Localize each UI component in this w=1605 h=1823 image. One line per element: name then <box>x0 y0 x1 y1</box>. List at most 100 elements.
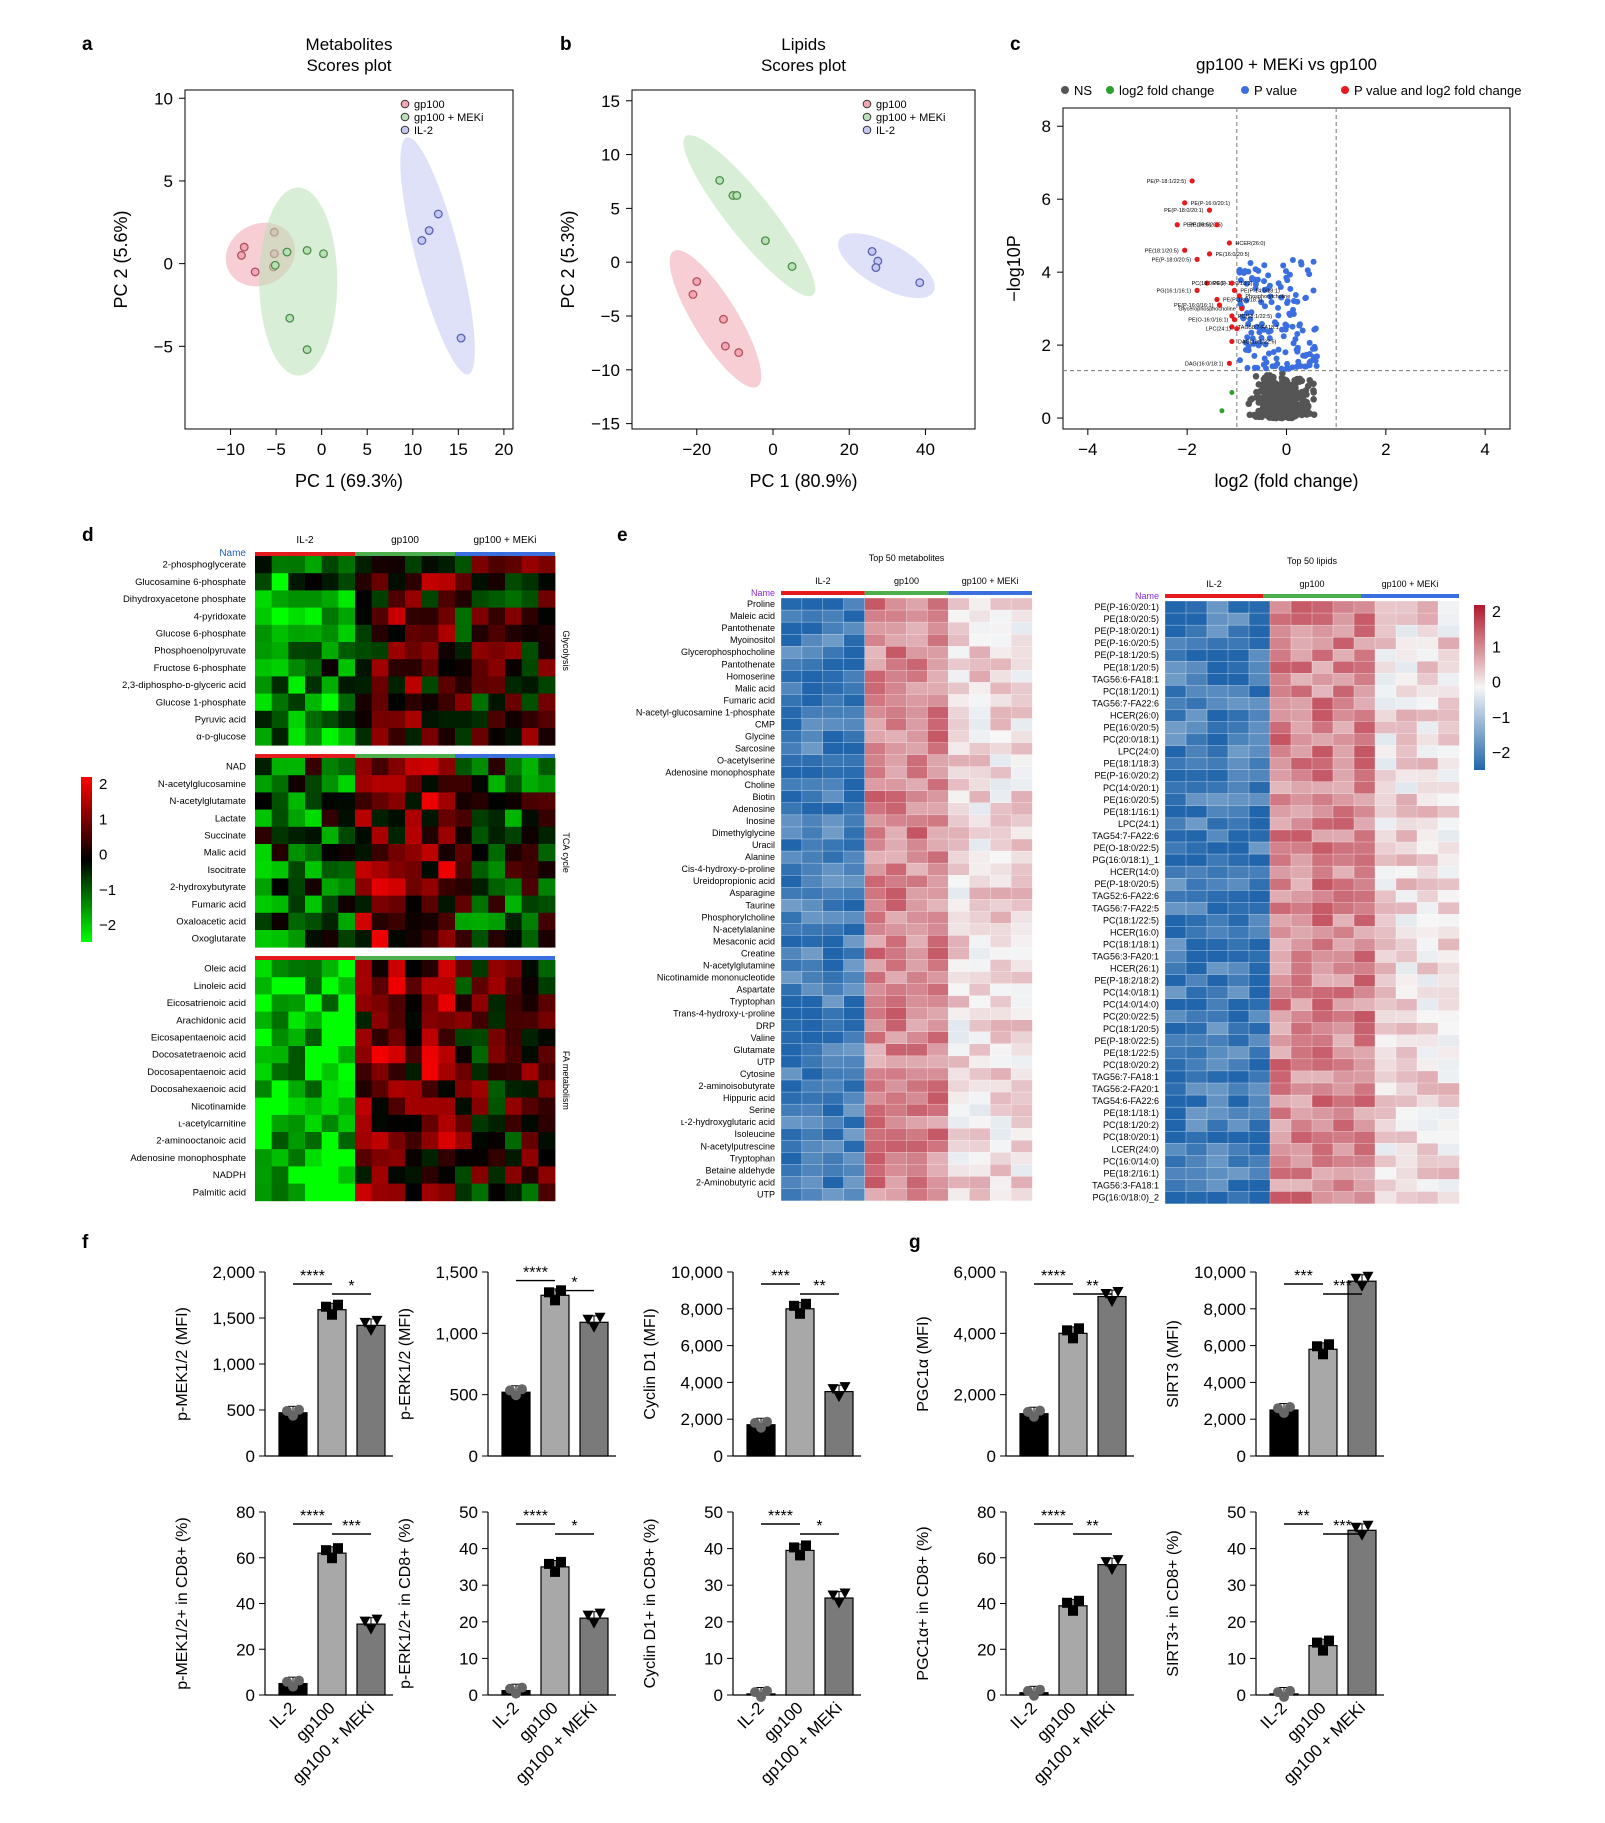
heatmap-cell <box>1353 1046 1376 1060</box>
heatmap-cell <box>355 912 373 931</box>
heatmap-cell <box>338 861 356 879</box>
heatmap-cell <box>321 930 339 948</box>
heatmap-cell <box>1416 1167 1439 1180</box>
heatmap-cell <box>1437 962 1460 976</box>
heatmap-cell <box>305 624 323 643</box>
row-label: Asparagine <box>729 888 775 898</box>
y-tick-label: 0 <box>1042 409 1051 428</box>
heatmap-cell <box>1374 1131 1397 1144</box>
heatmap-cell <box>305 1011 323 1030</box>
y-axis-label: p-ERK1/2 (MFI) <box>397 1308 414 1420</box>
heatmap-cell <box>505 775 523 793</box>
heatmap-cell <box>780 935 803 949</box>
heatmap-cell <box>906 947 928 961</box>
heatmap-cell <box>885 706 908 720</box>
heatmap-cell <box>455 1028 473 1047</box>
y-axis-label: PGC1α (MFI) <box>915 1316 932 1411</box>
heatmap-cell <box>405 930 423 948</box>
replicate-marker <box>1068 1333 1078 1344</box>
heatmap-cell <box>1416 1155 1439 1168</box>
heatmap-cell <box>822 597 845 611</box>
heatmap-cell <box>1010 1176 1033 1190</box>
heatmap-cell <box>355 844 373 862</box>
row-label: CMP <box>755 720 775 730</box>
heatmap-cell <box>1269 709 1292 723</box>
heatmap-cell <box>906 1079 928 1093</box>
heatmap-cell <box>885 694 908 708</box>
heatmap-cell <box>1206 853 1229 867</box>
heatmap-cell <box>969 718 991 732</box>
heatmap-cell <box>801 1031 824 1045</box>
heatmap-cell <box>371 728 389 746</box>
heatmap-cell <box>1437 1094 1460 1108</box>
heatmap-cell <box>1437 1022 1460 1036</box>
heatmap-cell <box>822 899 845 912</box>
heatmap-cell <box>1248 1058 1271 1072</box>
pvalue-point <box>1267 293 1274 300</box>
heatmap-cell <box>906 609 928 623</box>
heatmap-cell <box>969 658 991 671</box>
heatmap-cell <box>1311 1010 1334 1024</box>
heatmap-cell <box>885 778 908 792</box>
heatmap-cell <box>1374 938 1397 952</box>
heatmap-cell <box>969 887 991 900</box>
heatmap-cell <box>321 1046 339 1064</box>
pvalue-point <box>1268 299 1275 306</box>
replicate-marker <box>801 1540 811 1551</box>
heatmap-cell <box>538 728 556 746</box>
pvalue-point <box>1248 274 1255 281</box>
pvalue-point <box>1300 352 1307 359</box>
heatmap-cell <box>1353 769 1376 783</box>
pvalue-point <box>1289 323 1296 330</box>
row-label: PE(18:1/18:3) <box>1103 759 1159 769</box>
pvalue-point <box>1247 316 1254 323</box>
replicate-marker <box>582 1314 594 1325</box>
heatmap-cell <box>969 1116 991 1129</box>
heatmap-cell <box>488 590 506 608</box>
heatmap-cell <box>801 754 824 768</box>
heatmap-cell <box>355 1063 373 1081</box>
heatmap-cell <box>1353 1191 1376 1205</box>
heatmap-cell <box>305 642 323 660</box>
heatmap-cell <box>438 960 456 978</box>
pvalue-point <box>1243 280 1250 287</box>
y-tick-label: 1,500 <box>212 1309 255 1328</box>
pvalue-point <box>1282 326 1289 333</box>
heatmap-cell <box>864 682 887 695</box>
heatmap-cell <box>421 1080 439 1098</box>
heatmap-cell <box>1395 1022 1418 1036</box>
row-label: PC(18:0/20:1) <box>1103 1132 1159 1142</box>
heatmap-cell <box>255 676 273 694</box>
heatmap-cell <box>1227 721 1250 735</box>
heatmap-cell <box>1311 745 1334 759</box>
x-tick-label: 40 <box>916 440 935 459</box>
heatmap-cell <box>288 1149 306 1167</box>
heatmap-cell <box>1290 841 1313 855</box>
heatmap-cell <box>1311 1131 1334 1144</box>
heatmap-cell <box>1353 805 1376 819</box>
row-label: PE(P-18:0/20:5) <box>1094 879 1159 889</box>
pvalue-point <box>1284 300 1291 307</box>
heatmap-cell <box>927 658 949 671</box>
heatmap-cell <box>1269 926 1292 939</box>
heatmap-cell <box>1206 769 1229 783</box>
heatmap-cell <box>906 730 928 744</box>
significance-stars: * <box>348 1278 354 1295</box>
heatmap-cell <box>505 1132 523 1150</box>
heatmap-cell <box>1248 878 1271 891</box>
heatmap-cell <box>521 590 539 608</box>
pvalue-point <box>1280 262 1287 269</box>
heatmap-cell <box>948 1103 970 1117</box>
heatmap-cell <box>355 728 373 746</box>
heatmap-cell <box>801 1091 824 1105</box>
heatmap-cell <box>801 706 824 720</box>
heatmap-cell <box>1248 950 1271 964</box>
y-tick-label: 10 <box>601 146 620 165</box>
heatmap-cell <box>1353 974 1376 988</box>
heatmap-cell <box>321 728 339 746</box>
heatmap-cell <box>948 850 970 864</box>
significance-stars: *** <box>1333 1518 1352 1535</box>
heatmap-cell <box>288 693 306 712</box>
heatmap-cell <box>885 621 908 635</box>
heatmap-cell <box>1332 998 1355 1012</box>
